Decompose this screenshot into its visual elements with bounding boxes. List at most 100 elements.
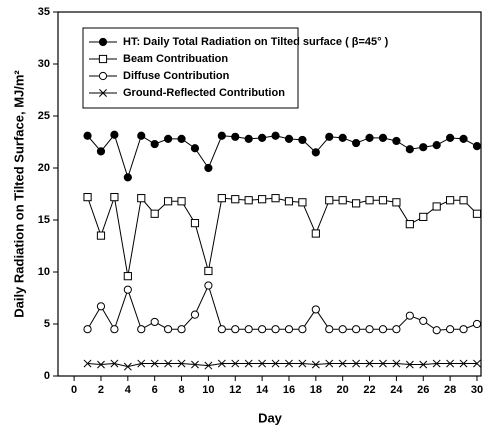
marker xyxy=(338,325,347,334)
marker xyxy=(392,325,401,334)
x-tick-label: 26 xyxy=(417,384,429,396)
marker xyxy=(311,148,320,157)
marker xyxy=(446,325,455,334)
marker xyxy=(419,316,428,325)
marker xyxy=(231,195,240,204)
x-tick-label: 0 xyxy=(71,384,77,396)
marker xyxy=(137,325,146,334)
marker xyxy=(123,272,132,281)
x-tick-label: 8 xyxy=(178,384,184,396)
marker xyxy=(392,136,401,146)
marker xyxy=(164,197,173,206)
x-tick-label: 18 xyxy=(310,384,322,396)
marker xyxy=(217,194,226,203)
marker xyxy=(285,359,293,368)
marker xyxy=(190,219,200,228)
marker xyxy=(419,143,428,152)
marker xyxy=(150,139,159,149)
legend-box xyxy=(82,27,299,109)
marker xyxy=(392,198,401,207)
series xyxy=(83,130,482,182)
marker xyxy=(284,197,294,206)
marker xyxy=(379,359,387,368)
marker xyxy=(83,325,92,334)
legend-label: HT: Daily Total Radiation on Tilted surf… xyxy=(123,36,389,48)
marker xyxy=(459,359,468,368)
series-line xyxy=(87,363,477,368)
marker xyxy=(98,54,108,64)
marker xyxy=(96,302,106,311)
x-tick-label: 20 xyxy=(337,384,349,396)
marker xyxy=(190,144,200,153)
x-axis-title: Day xyxy=(258,410,283,425)
marker xyxy=(217,131,226,140)
marker xyxy=(405,145,414,154)
series-line xyxy=(87,133,478,180)
marker xyxy=(244,359,253,368)
marker xyxy=(459,196,468,205)
legend-label: Beam Contribuation xyxy=(123,53,228,65)
x-tick-label: 22 xyxy=(363,384,375,396)
marker xyxy=(177,197,186,206)
marker xyxy=(446,196,455,205)
marker xyxy=(98,71,108,81)
marker xyxy=(137,194,146,203)
marker xyxy=(271,359,280,368)
marker xyxy=(217,325,226,334)
marker xyxy=(378,133,388,142)
marker xyxy=(258,359,267,368)
marker xyxy=(298,325,307,334)
marker xyxy=(365,325,374,334)
marker xyxy=(231,132,240,141)
marker xyxy=(432,359,441,368)
marker xyxy=(378,196,388,205)
marker xyxy=(110,193,119,202)
x-tick-label: 10 xyxy=(202,384,214,396)
marker xyxy=(164,359,173,368)
marker xyxy=(405,360,414,369)
series-line xyxy=(87,196,478,277)
marker xyxy=(123,362,132,371)
marker xyxy=(378,325,388,334)
marker xyxy=(311,305,320,314)
marker xyxy=(204,281,213,290)
marker xyxy=(191,360,199,369)
marker xyxy=(311,229,320,238)
marker xyxy=(338,133,347,142)
marker xyxy=(311,360,320,369)
marker xyxy=(352,325,361,334)
marker xyxy=(432,141,441,150)
marker xyxy=(271,194,280,203)
marker xyxy=(392,359,401,368)
marker xyxy=(325,325,334,334)
marker xyxy=(258,133,267,142)
marker xyxy=(298,135,307,145)
marker xyxy=(97,360,105,369)
y-tick-label: 20 xyxy=(38,162,50,174)
y-tick-label: 15 xyxy=(38,214,50,226)
marker xyxy=(365,359,374,368)
marker xyxy=(352,359,361,368)
marker xyxy=(110,130,119,139)
marker xyxy=(204,266,213,276)
marker xyxy=(177,359,186,368)
marker xyxy=(284,325,294,334)
marker xyxy=(190,310,200,319)
y-tick-label: 5 xyxy=(44,318,50,330)
marker xyxy=(177,325,186,334)
marker xyxy=(446,133,455,142)
x-tick-label: 30 xyxy=(471,384,483,396)
x-tick-label: 6 xyxy=(152,384,158,396)
legend-label: Ground-Reflected Contribution xyxy=(123,87,285,99)
series xyxy=(83,193,482,281)
marker xyxy=(231,325,240,334)
marker xyxy=(177,134,186,143)
marker xyxy=(83,359,92,368)
marker xyxy=(83,131,92,140)
marker xyxy=(244,196,253,205)
marker xyxy=(150,317,159,327)
marker xyxy=(204,361,213,370)
marker xyxy=(150,359,159,368)
